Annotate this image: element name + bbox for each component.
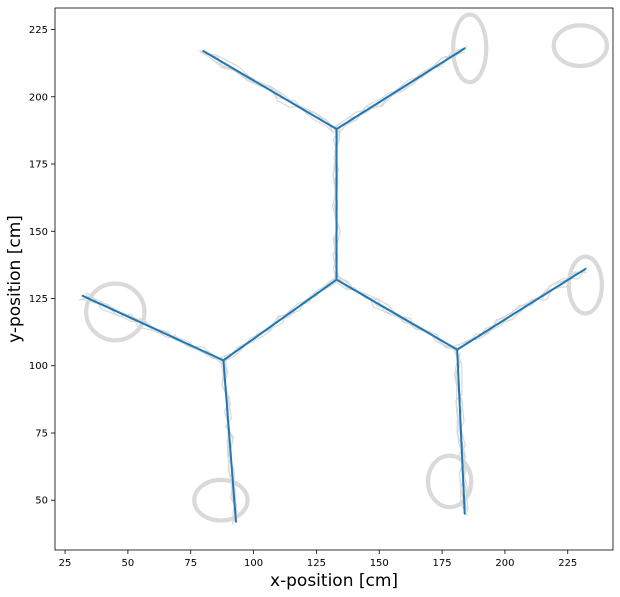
trajectory-loop (454, 15, 486, 82)
trajectory-loop (453, 14, 487, 83)
raw-trajectory-layer (78, 12, 610, 525)
track-edge (222, 359, 237, 523)
track-edge-layer (81, 47, 587, 523)
y-tick-label: 125 (29, 294, 48, 305)
trajectory-loop (551, 23, 610, 69)
trajectory-loop (425, 453, 474, 510)
trajectory-loop (552, 24, 609, 68)
y-tick-label: 225 (29, 25, 48, 36)
x-tick-label: 225 (558, 558, 577, 569)
plot-frame (54, 7, 614, 551)
track-edge (81, 294, 225, 362)
trajectory-trace (336, 275, 460, 351)
track-edge (335, 47, 466, 131)
trajectory-loop (86, 283, 145, 341)
trajectory-loop (452, 13, 488, 84)
trajectory-loop (194, 479, 248, 521)
track-edge (202, 50, 338, 131)
trajectory-loop (568, 256, 603, 314)
trajectory-loop (84, 281, 147, 343)
x-tick-label: 175 (433, 558, 452, 569)
trajectory-loop (554, 26, 607, 66)
trajectory-trace (199, 49, 335, 134)
track-edge (456, 267, 587, 351)
y-tick-label: 175 (29, 160, 48, 171)
trajectory-loop (193, 478, 249, 522)
trajectory-loop (195, 480, 247, 520)
y-tick-label: 150 (29, 227, 48, 238)
track-edge (456, 348, 466, 515)
x-tick-label: 75 (184, 558, 197, 569)
trajectory-loop (426, 454, 473, 509)
track-edge (335, 278, 459, 351)
trajectory-loop (85, 282, 146, 342)
trajectory-loop (87, 284, 144, 340)
trajectory-trace (454, 348, 469, 510)
x-tick-label: 25 (59, 558, 72, 569)
trajectory-loop (428, 456, 471, 507)
trajectory-trace (335, 281, 458, 351)
trajectory-loop (451, 12, 489, 85)
y-axis-ticks: 50 75 100 125 150 175 200 225 (29, 25, 55, 507)
x-axis-ticks: 25 50 75 100 125 150 175 200 225 (59, 550, 577, 569)
y-tick-label: 100 (29, 361, 48, 372)
trajectory-loop (566, 254, 605, 316)
x-tick-label: 125 (307, 558, 326, 569)
trajectory-trace (219, 276, 337, 359)
x-tick-label: 50 (122, 558, 135, 569)
trajectory-loop (192, 477, 250, 523)
y-tick-label: 75 (35, 428, 48, 439)
trajectory-trace (205, 53, 334, 133)
y-axis-label: y-position [cm] (5, 215, 25, 343)
trajectory-trace (199, 51, 341, 130)
trajectory-trace (338, 276, 459, 349)
x-tick-label: 200 (495, 558, 514, 569)
track-edge (222, 278, 338, 362)
trajectory-trace (223, 357, 237, 525)
x-axis-label: x-position [cm] (270, 571, 398, 591)
trajectory-trace (453, 271, 586, 347)
y-tick-label: 200 (29, 92, 48, 103)
trajectory-loop (553, 25, 608, 67)
y-tick-label: 50 (35, 496, 48, 507)
x-tick-label: 150 (370, 558, 389, 569)
x-tick-label: 100 (244, 558, 263, 569)
trajectory-trace (338, 277, 458, 351)
trajectory-trace (452, 348, 468, 511)
trajectory-loop (567, 255, 604, 315)
trajectory-loop (569, 257, 602, 313)
trajectory-loop (427, 455, 472, 508)
